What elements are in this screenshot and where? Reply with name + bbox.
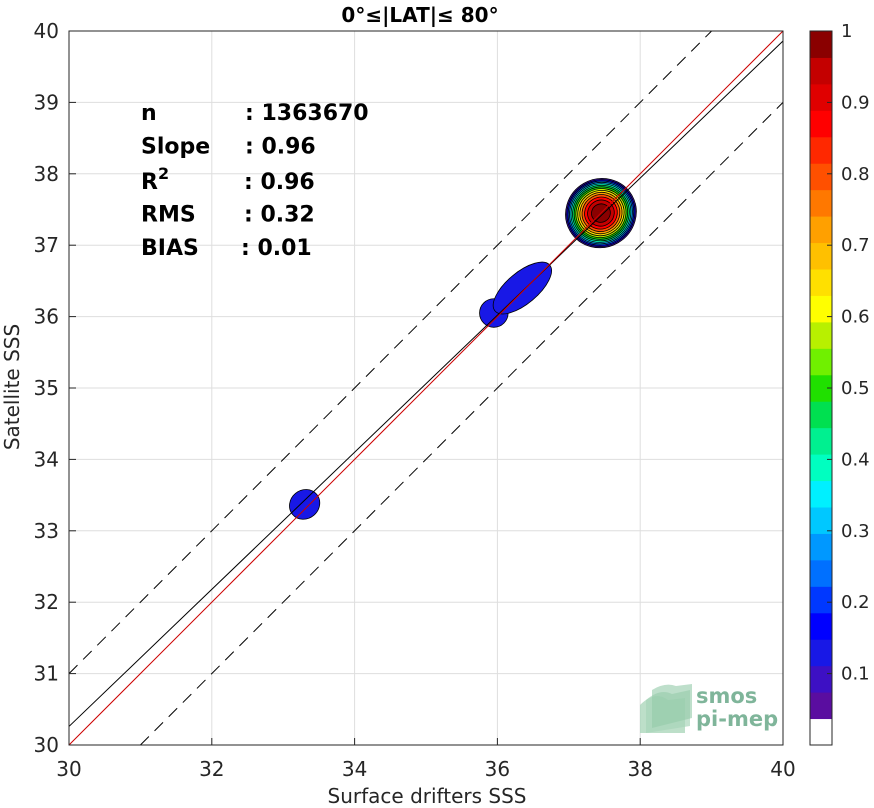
stats-label: RMS (141, 203, 196, 228)
contour-level (492, 261, 552, 315)
colorbar-tick-label: 0.5 (841, 378, 870, 399)
stats-row: BIAS : 0.01 (141, 236, 312, 261)
colorbar-tick-label: 0.1 (841, 664, 870, 685)
stats-row: R2 : 0.96 (141, 164, 315, 195)
colorbar-cell (810, 427, 832, 455)
x-axis-ticks: 30 32 34 36 38 40 (56, 738, 796, 781)
colorbar-cell (810, 401, 832, 429)
colorbar-cell (810, 639, 832, 667)
colorbar-tick-label: 0.7 (841, 235, 870, 256)
y-tick-label: 30 (34, 733, 59, 757)
stats-value: : 0.01 (241, 236, 312, 261)
x-tick-label: 34 (342, 757, 367, 781)
x-tick-label: 36 (485, 757, 510, 781)
stats-label: R2 (141, 164, 169, 195)
stats-label: n (141, 101, 157, 126)
stats-label: Slope (141, 135, 210, 160)
stats-row: n : 1363670 (141, 101, 369, 126)
regression-fit-line (68, 40, 784, 727)
x-tick-label: 38 (627, 757, 652, 781)
colorbar-cell (810, 189, 832, 217)
stats-row: RMS : 0.32 (141, 203, 315, 228)
y-tick-label: 37 (34, 233, 59, 257)
chart-title: 0°≤|LAT|≤ 80° (341, 3, 498, 27)
y-tick-label: 39 (34, 90, 59, 114)
stats-box: n : 1363670 Slope : 0.96 R2 : 0.96 RMS : 0.32 BI… (141, 101, 369, 261)
colorbar-cell (810, 348, 832, 376)
logo-line-2: pi-mep (696, 707, 778, 731)
colorbar-cell (810, 586, 832, 614)
y-tick-label: 33 (34, 519, 59, 543)
reference-lines (68, 30, 784, 746)
colorbar-cell (810, 136, 832, 164)
colorbar-cell (810, 692, 832, 720)
colorbar-cell (810, 295, 832, 323)
colorbar-cell (810, 31, 832, 58)
smos-pi-mep-logo: smos pi-mep (640, 684, 778, 733)
colorbar-cell (810, 454, 832, 482)
y-tick-label: 34 (34, 447, 59, 471)
y-tick-label: 40 (34, 19, 59, 43)
stats-value: : 0.96 (245, 135, 316, 160)
logo-line-1: smos (696, 684, 757, 708)
colorbar-cell (810, 480, 832, 508)
colorbar-cell (810, 110, 832, 138)
stats-row: Slope : 0.96 (141, 135, 316, 160)
y-axis-ticks: 30 31 32 33 34 35 36 37 38 39 40 (34, 19, 76, 757)
stats-value: : 0.32 (244, 203, 315, 228)
x-axis-label: Surface drifters SSS (328, 784, 527, 808)
colorbar-tick-label: 0.8 (841, 164, 870, 185)
colorbar-cell (810, 374, 832, 402)
colorbar-tick-label: 0.3 (841, 521, 870, 542)
colorbar-cell (810, 163, 832, 191)
colorbar-cell (810, 216, 832, 244)
density-blob (289, 489, 321, 520)
lower-bound-dashed-line (140, 102, 784, 746)
colorbar-cell (810, 665, 832, 693)
stats-value: : 1363670 (245, 101, 369, 126)
upper-bound-dashed-line (68, 30, 712, 674)
y-axis-label: Satellite SSS (0, 324, 24, 450)
colorbar-cell (810, 242, 832, 270)
colorbar-tick-label: 0.9 (841, 92, 870, 113)
y-tick-label: 36 (34, 305, 59, 329)
colorbar-cell (810, 83, 832, 111)
y-tick-label: 35 (34, 376, 59, 400)
stats-label: BIAS (141, 236, 199, 261)
colorbar-tick-label: 1 (841, 21, 852, 42)
colorbar-cell (810, 612, 832, 640)
logo-wave-icon (640, 684, 692, 733)
y-tick-label: 31 (34, 662, 59, 686)
y-tick-label: 32 (34, 590, 59, 614)
y-tick-label: 38 (34, 162, 59, 186)
colorbar-cell (810, 57, 832, 85)
x-tick-label: 32 (199, 757, 224, 781)
colorbar: 0.1 0.2 0.3 0.4 0.5 0.6 0.7 0.8 0.9 1 (809, 21, 870, 746)
one-to-one-line (68, 30, 784, 746)
x-tick-label: 40 (770, 757, 795, 781)
contour-level (289, 489, 321, 520)
colorbar-tick-label: 0.4 (841, 449, 870, 470)
colorbar-cell (810, 321, 832, 349)
colorbar-cell (810, 718, 832, 746)
colorbar-cell (810, 507, 832, 534)
stats-value: : 0.96 (244, 170, 315, 195)
density-blob (492, 261, 552, 315)
colorbar-tick-label: 0.2 (841, 592, 870, 613)
colorbar-tick-label: 0.6 (841, 307, 870, 328)
colorbar-cell (810, 533, 832, 561)
x-tick-label: 30 (56, 757, 81, 781)
colorbar-cell (810, 559, 832, 587)
colorbar-cell (810, 269, 832, 296)
